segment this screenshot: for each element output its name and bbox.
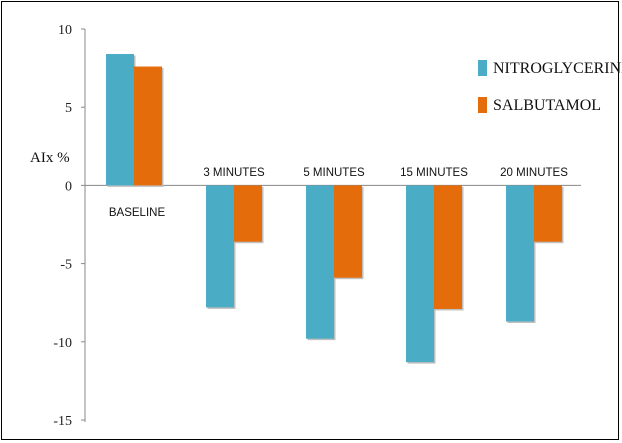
bars	[106, 54, 564, 364]
bar-nitroglycerine-3-minutes	[206, 185, 234, 308]
legend-label: SALBUTAMOL	[493, 97, 601, 114]
y-tick-label: -15	[53, 414, 72, 429]
y-tick-label: 10	[58, 23, 72, 38]
bar-salbutamol-5-minutes	[334, 185, 362, 278]
bar-salbutamol-20-minutes	[534, 185, 562, 242]
y-tick-label: -10	[53, 336, 72, 351]
bar-nitroglycerine-5-minutes	[306, 185, 334, 339]
legend: NITROGLYCERINE SALBUTAMOL	[478, 60, 622, 114]
category-labels: BASELINE 3 MINUTES 5 MINUTES 15 MINUTES 20 M…	[109, 167, 568, 219]
category-label: 20 MINUTES	[500, 167, 568, 179]
y-tick-label: 0	[65, 179, 72, 194]
category-label: 15 MINUTES	[400, 167, 468, 179]
bar-nitroglycerine-20-minutes	[506, 185, 534, 322]
y-tick-label: -5	[60, 258, 72, 273]
bar-nitroglycerine-baseline	[106, 54, 134, 186]
legend-swatch	[478, 97, 487, 113]
y-tick-label: 5	[65, 101, 72, 116]
category-label: BASELINE	[109, 207, 166, 219]
legend-label: NITROGLYCERINE	[493, 60, 622, 77]
bar-salbutamol-3-minutes	[234, 185, 262, 242]
category-label: 3 MINUTES	[203, 167, 265, 179]
category-label: 5 MINUTES	[303, 167, 365, 179]
y-axis-label: AIx %	[30, 150, 70, 166]
bar-nitroglycerine-15-minutes	[406, 185, 434, 363]
legend-swatch	[478, 60, 487, 76]
bar-salbutamol-15-minutes	[434, 185, 462, 309]
bar-salbutamol-baseline	[134, 66, 162, 186]
y-ticks: 10 5 0 -5 -10 -15	[53, 23, 85, 429]
